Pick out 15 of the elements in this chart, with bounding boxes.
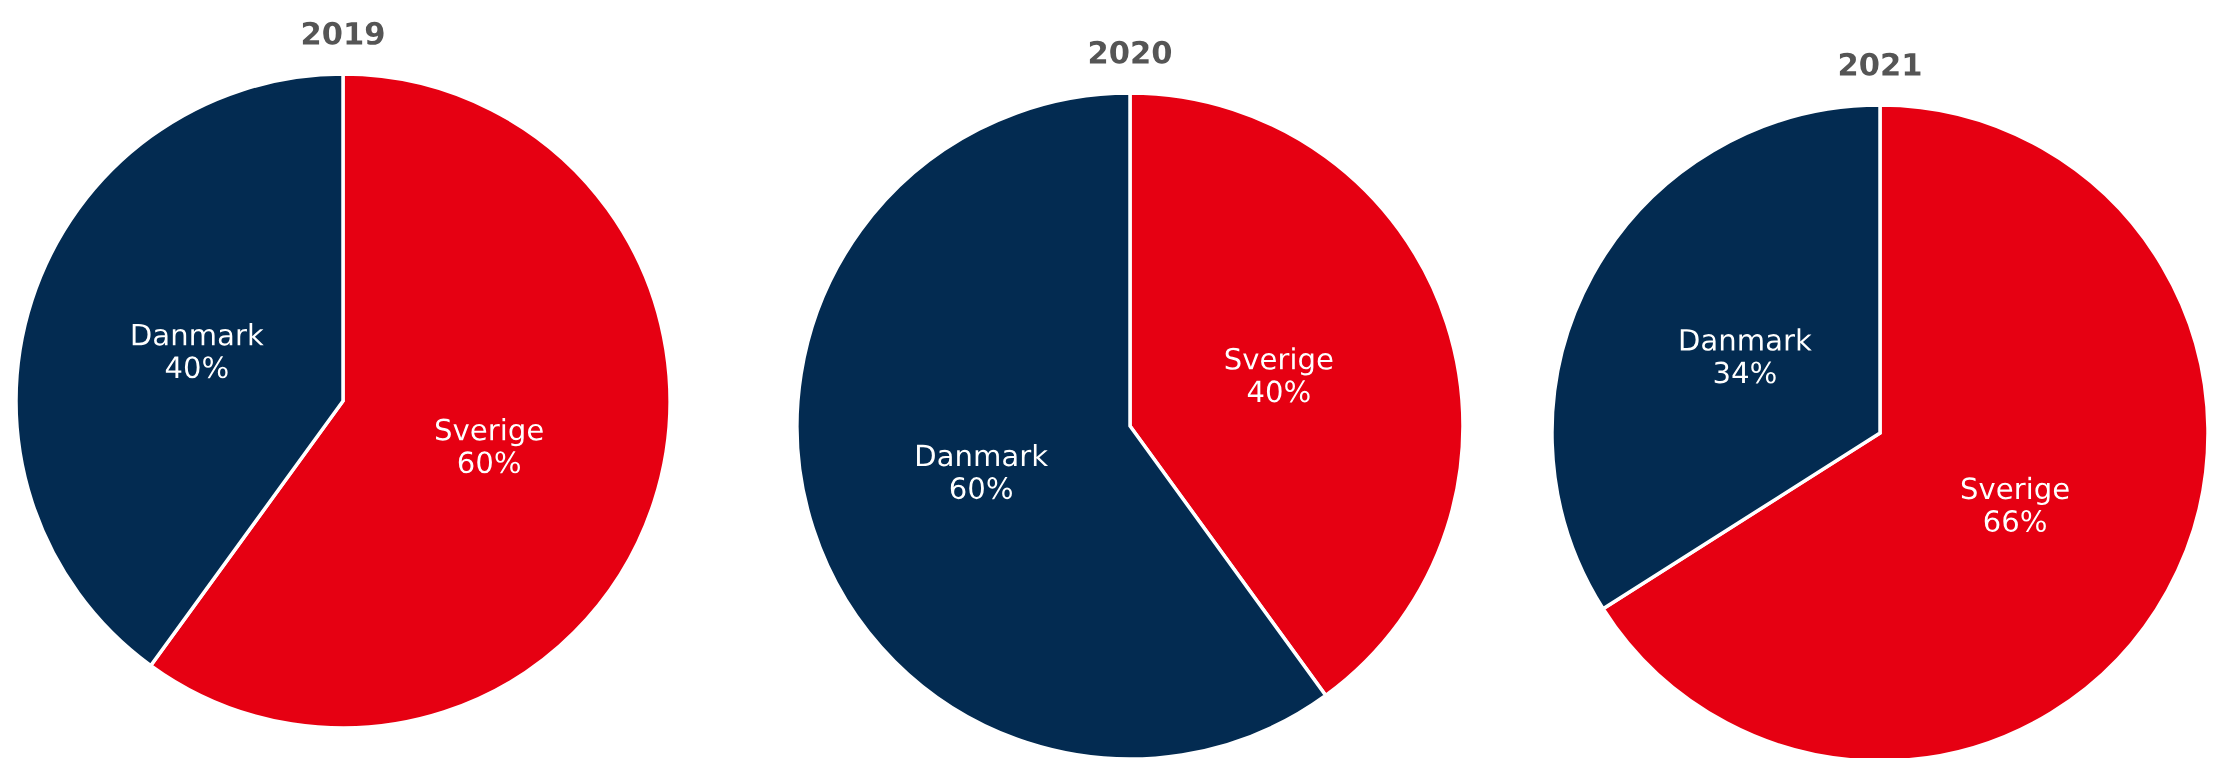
data-label: 60% — [950, 477, 1012, 500]
data-label: 34% — [1714, 361, 1776, 384]
slice-label: Sverige — [1225, 347, 1333, 376]
slice-label: Danmark — [132, 323, 264, 346]
slice-label: Danmark — [1680, 328, 1812, 351]
chart-title: 2019 — [302, 21, 384, 45]
slice-label: Sverige — [435, 418, 543, 447]
slice-label: Sverige — [1961, 476, 2069, 506]
data-label: 40% — [165, 356, 228, 379]
chart-title: 2021 — [1839, 52, 1921, 76]
data-label: 60% — [458, 451, 520, 474]
slice-label: Danmark — [917, 443, 1049, 467]
chart-title: 2020 — [1089, 40, 1172, 64]
data-label: 40% — [1247, 380, 1310, 403]
data-label: 66% — [1984, 510, 2046, 533]
